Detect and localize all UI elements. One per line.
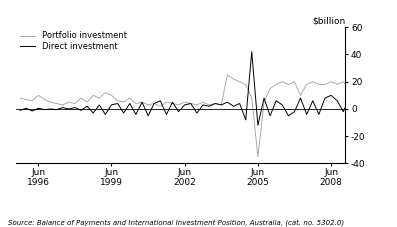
Legend: Portfolio investment, Direct investment: Portfolio investment, Direct investment [20, 31, 127, 51]
Text: $billion: $billion [312, 17, 345, 26]
Line: Direct investment: Direct investment [20, 52, 380, 125]
Line: Portfolio investment: Portfolio investment [20, 57, 380, 157]
Text: Source: Balance of Payments and International Investment Position, Australia, (c: Source: Balance of Payments and Internat… [8, 219, 344, 226]
